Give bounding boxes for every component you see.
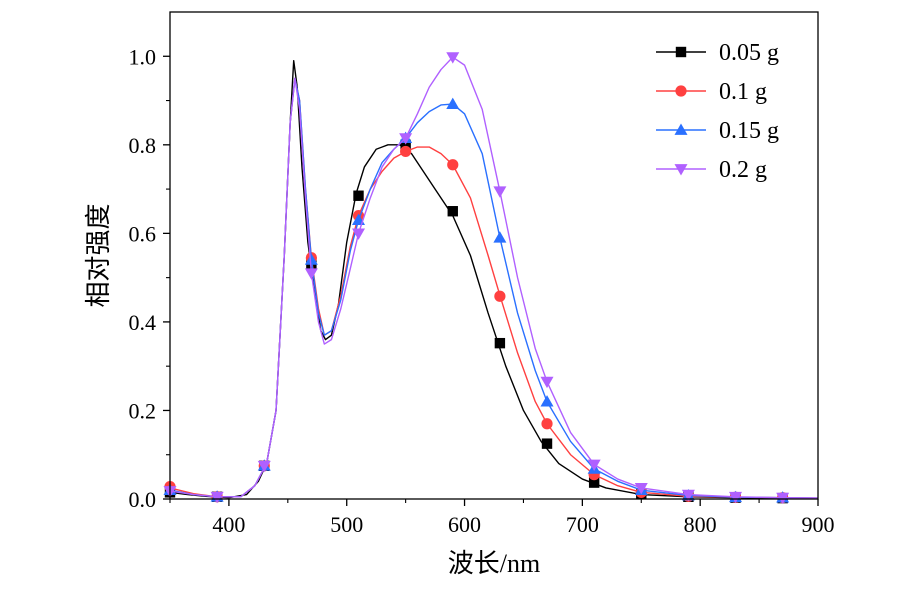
legend-label: 0.1 g: [719, 79, 767, 105]
series-3: [163, 52, 819, 505]
x-tick-label: 400: [212, 512, 245, 537]
data-point: [446, 52, 460, 64]
data-point: [304, 253, 318, 265]
data-point: [494, 337, 506, 349]
legend-marker: [675, 85, 687, 97]
y-axis-title: 相对强度: [84, 203, 113, 307]
data-point: [352, 228, 366, 240]
y-tick-label: 0.2: [129, 398, 157, 423]
legend-marker: [674, 123, 688, 135]
legend-label: 0.2 g: [719, 157, 767, 183]
data-point: [399, 133, 413, 145]
y-tick-label: 0.6: [129, 221, 157, 246]
legend-item: 0.05 g: [656, 40, 779, 66]
x-tick-label: 700: [566, 512, 599, 537]
data-point: [447, 206, 458, 217]
data-point: [353, 190, 364, 201]
data-point: [494, 290, 506, 302]
data-point: [540, 376, 554, 389]
data-point: [541, 418, 553, 430]
legend-label: 0.05 g: [719, 40, 779, 66]
data-point: [540, 395, 554, 407]
data-point: [400, 145, 412, 158]
data-point: [446, 97, 460, 109]
y-tick-label: 1.0: [129, 44, 157, 69]
legend-item: 0.1 g: [656, 79, 767, 105]
data-point: [304, 268, 318, 280]
data-point: [493, 231, 507, 243]
data-point: [400, 139, 411, 151]
data-point: [587, 459, 601, 471]
legend-item: 0.15 g: [656, 118, 779, 144]
data-point: [681, 489, 695, 502]
data-point: [257, 460, 271, 473]
legend: 0.05 g 0.1 g 0.15 g 0.2 g: [656, 40, 779, 183]
data-point: [210, 491, 224, 504]
data-point: [634, 483, 648, 495]
data-point: [541, 438, 553, 449]
data-point: [447, 159, 459, 171]
series-line: [169, 56, 819, 499]
x-tick-label: 900: [802, 512, 835, 537]
series-layer: [163, 52, 819, 505]
x-tick-label: 800: [684, 512, 717, 537]
x-tick-label: 600: [448, 512, 481, 537]
legend-item: 0.2 g: [656, 157, 767, 183]
legend-marker: [674, 164, 688, 176]
data-point: [493, 186, 507, 198]
data-point: [729, 491, 743, 504]
x-axis-title: 波长/nm: [448, 549, 540, 578]
plot-frame: [169, 11, 819, 500]
legend-label: 0.15 g: [719, 118, 779, 144]
y-tick-label: 0.8: [129, 133, 157, 158]
legend-marker: [675, 46, 687, 58]
x-tick-label: 500: [330, 512, 363, 537]
data-point: [588, 477, 600, 488]
y-tick-label: 0.0: [129, 487, 157, 512]
axis-layer: 400 500 600 700 800 900 0.0 0.2 0.4 0.6 0.8 1.0: [129, 44, 835, 537]
y-tick-label: 0.4: [129, 310, 157, 335]
